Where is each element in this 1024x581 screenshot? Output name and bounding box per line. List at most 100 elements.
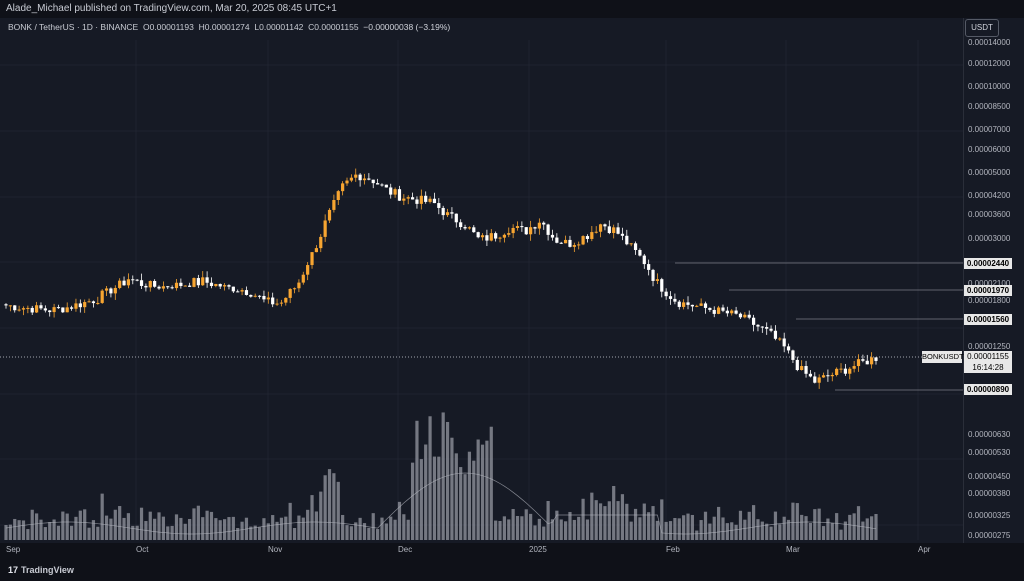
high-value: 0.00001274: [204, 22, 250, 32]
candle-body: [721, 307, 725, 311]
y-tick-label: 0.00012000: [968, 59, 1011, 68]
candle-body: [297, 282, 301, 289]
candle-body: [708, 307, 712, 310]
candle-body: [480, 235, 485, 238]
candle-body: [502, 234, 506, 238]
volume-bar: [664, 521, 668, 540]
volume-bar: [782, 516, 786, 540]
candle-body: [205, 277, 209, 283]
candle-body: [69, 307, 74, 309]
candle-body: [214, 283, 218, 287]
candle-body: [450, 212, 454, 214]
volume-bar: [96, 526, 100, 540]
volume-bar: [118, 506, 122, 540]
volume-bar: [874, 513, 878, 540]
candle-body: [376, 183, 380, 185]
volume-bar: [30, 509, 34, 540]
currency-button[interactable]: USDT: [965, 19, 999, 37]
candle-body: [148, 281, 152, 288]
candle-body: [201, 277, 205, 286]
volume-bar: [214, 518, 218, 540]
candle-body: [743, 314, 747, 318]
volume-bar: [856, 506, 861, 540]
x-tick-label: Mar: [786, 545, 800, 554]
candle-body: [341, 183, 345, 192]
volume-bar: [747, 511, 751, 540]
volume-bar: [104, 515, 109, 540]
candle-body: [104, 288, 109, 291]
volume-bar: [341, 514, 345, 540]
candle-body: [813, 376, 817, 383]
volume-bar: [284, 516, 288, 540]
candle-body: [577, 244, 581, 246]
publish-header: Alade_Michael published on TradingView.c…: [0, 0, 1024, 18]
candle-body: [695, 305, 699, 307]
volume-bar: [603, 506, 607, 540]
x-tick-label: Dec: [398, 545, 413, 554]
candle-body: [43, 308, 47, 311]
candle-body: [244, 290, 249, 295]
volume-bar: [288, 502, 292, 540]
volume-bar: [188, 518, 192, 540]
candle-body: [651, 269, 655, 281]
volume-bar: [222, 519, 227, 540]
candle-body: [419, 195, 423, 204]
volume-bar: [769, 526, 773, 540]
volume-bar: [174, 514, 179, 540]
candle-body: [594, 231, 598, 233]
candle-body: [725, 310, 729, 314]
candle-body: [218, 283, 222, 287]
candle-body: [48, 310, 52, 313]
volume-bar: [61, 511, 65, 540]
candle-body: [96, 302, 100, 304]
candle-body: [410, 197, 415, 200]
candle-body: [808, 373, 813, 377]
volume-bar: [275, 521, 279, 540]
price-axis[interactable]: [963, 18, 1024, 543]
candle-body: [445, 212, 450, 216]
candle-body: [327, 209, 332, 221]
volume-bar: [69, 525, 74, 540]
volume-bar: [808, 522, 813, 540]
candle-body: [734, 310, 738, 314]
candle-body: [249, 294, 253, 297]
candle-body: [35, 305, 39, 313]
volume-bar: [43, 527, 47, 540]
candle-body: [738, 313, 743, 318]
volume-bar: [201, 517, 205, 540]
high-label: H: [198, 22, 205, 32]
volume-bar: [113, 509, 117, 540]
candle-body: [856, 359, 861, 367]
candle-body: [603, 224, 607, 227]
candle-body: [157, 286, 161, 289]
tradingview-brand[interactable]: 17 TradingView: [8, 565, 74, 575]
candle-body: [240, 290, 244, 292]
volume-bar: [651, 506, 655, 540]
volume-bar: [227, 517, 231, 540]
candle-body: [362, 178, 367, 181]
y-tick-label: 0.00001250: [968, 342, 1011, 351]
candle-body: [616, 227, 620, 234]
volume-bar: [725, 523, 729, 540]
candle-body: [638, 249, 642, 256]
volume-bar: [139, 507, 144, 540]
volume-bar: [161, 516, 165, 540]
volume-bar: [454, 453, 458, 540]
candle-body: [747, 314, 751, 318]
volume-bar: [467, 451, 472, 540]
candle-body: [620, 233, 625, 236]
candle-body: [778, 338, 782, 340]
candle-body: [74, 303, 78, 309]
volume-bar: [83, 509, 87, 540]
candle-body: [118, 280, 122, 288]
y-tick-label: 0.00003000: [968, 234, 1011, 243]
volume-bar: [410, 462, 415, 540]
candle-body: [87, 301, 91, 303]
volume-bar: [437, 456, 441, 540]
candle-body: [231, 286, 235, 292]
x-tick-label: Oct: [136, 545, 149, 554]
candle-body: [843, 368, 847, 374]
candle-body: [336, 191, 340, 200]
symbol-name: BONK / TetherUS · 1D · BINANCE: [8, 22, 139, 32]
